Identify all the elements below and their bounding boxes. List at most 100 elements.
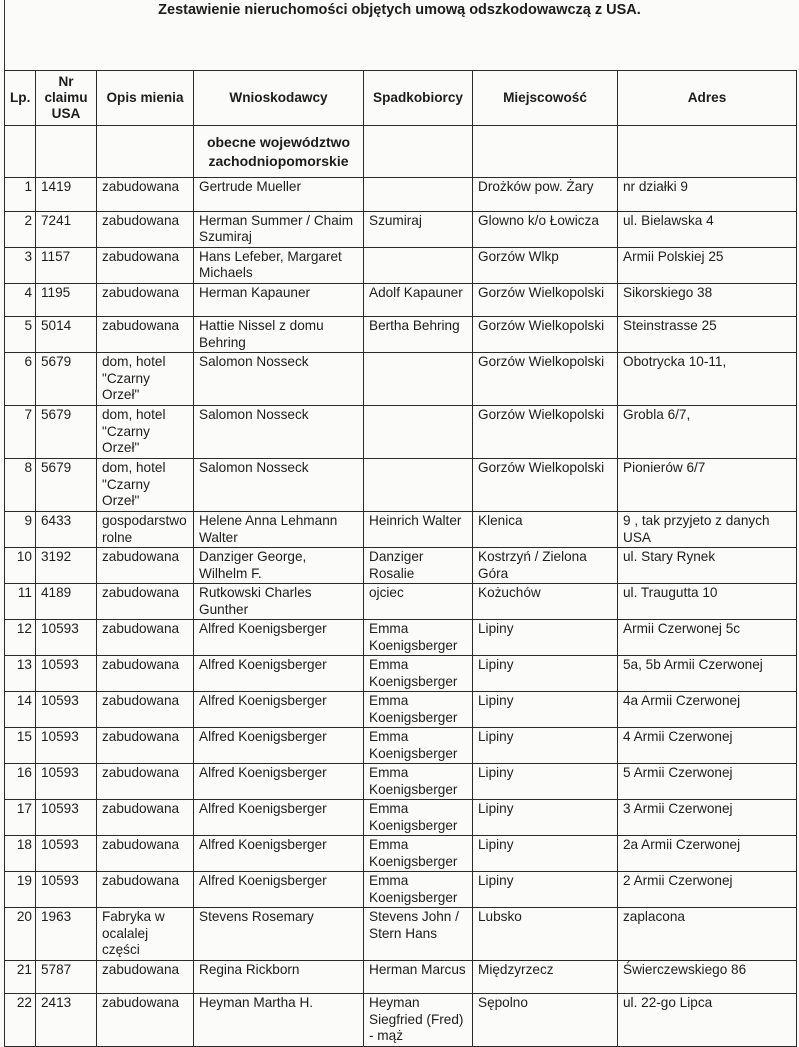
cell-locality: Lipiny xyxy=(472,763,618,800)
table-row: 20 1963 Fabryka w ocalalej części Stevens R… xyxy=(4,907,797,961)
table-row: 12 10593 zabudowana Alfred Koenigsberger Emm… xyxy=(4,619,797,656)
cell-row-number: 22 xyxy=(4,993,36,1047)
cell-locality: Drożków pow. Żary xyxy=(472,177,618,212)
table-row: 18 10593 zabudowana Alfred Koenigsberger Emm… xyxy=(4,835,797,872)
cell-property-description: zabudowana xyxy=(96,547,194,584)
cell-claim-number: 1419 xyxy=(35,177,97,212)
cell-claim-number: 10593 xyxy=(35,799,97,836)
cell-claim-number: 10593 xyxy=(35,835,97,872)
cell-row-number: 9 xyxy=(4,511,36,548)
header-locality: Miejscowość xyxy=(472,70,618,126)
cell-applicants: Alfred Koenigsberger xyxy=(193,655,364,692)
cell-property-description: zabudowana xyxy=(96,177,194,212)
cell-heirs: Szumiraj xyxy=(363,210,473,248)
cell-locality: Kostrzyń / Zielona Góra xyxy=(472,547,618,584)
cell-applicants: Alfred Koenigsberger xyxy=(193,871,364,908)
cell-claim-number: 2413 xyxy=(35,993,97,1047)
document-title: Zestawienie nieruchomości objętych umową… xyxy=(158,2,641,18)
cell-applicants: Alfred Koenigsberger xyxy=(193,763,364,800)
cell-applicants: Alfred Koenigsberger xyxy=(193,619,364,656)
cell-heirs xyxy=(363,246,473,284)
table-row: 22 2413 zabudowana Heyman Martha H. Heyman S… xyxy=(4,993,797,1047)
cell-applicants: Stevens Rosemary xyxy=(193,907,364,961)
cell-heirs xyxy=(363,352,473,406)
cell-row-number: 19 xyxy=(4,871,36,908)
cell-property-description: zabudowana xyxy=(96,282,194,317)
cell-locality: Lipiny xyxy=(472,691,618,728)
cell-locality: Klenica xyxy=(472,511,618,548)
header-heirs: Spadkobiorcy xyxy=(363,70,473,126)
cell-row-number: 10 xyxy=(4,547,36,584)
table-row: 11 4189 zabudowana Rutkowski Charles Gunthe… xyxy=(4,583,797,620)
cell-address: 4a Armii Czerwonej xyxy=(617,691,797,728)
cell-heirs xyxy=(363,458,473,512)
table-row: 19 10593 zabudowana Alfred Koenigsberger Emm… xyxy=(4,871,797,908)
cell-locality: Sępolno xyxy=(472,993,618,1047)
cell-address: nr działki 9 xyxy=(617,177,797,212)
cell-row-number: 5 xyxy=(4,316,36,353)
table-row: 1 1419 zabudowana Gertrude Mueller Drożków p… xyxy=(4,177,797,212)
cell-applicants: Salomon Nosseck xyxy=(193,458,364,512)
cell-row-number: 4 xyxy=(4,282,36,317)
cell-heirs xyxy=(363,177,473,212)
cell-heirs: Emma Koenigsberger xyxy=(363,655,473,692)
cell-locality: Lubsko xyxy=(472,907,618,961)
cell-property-description: zabudowana xyxy=(96,246,194,284)
header-lp: Lp. xyxy=(4,70,36,126)
cell-locality: Lipiny xyxy=(472,619,618,656)
cell-applicants: Hattie Nissel z domu Behring xyxy=(193,316,364,353)
property-table: Lp. Nr claimu USA Opis mienia Wnioskodaw… xyxy=(4,70,797,1047)
cell-locality: Gorzów Wlkp xyxy=(472,246,618,284)
cell-heirs: Danziger Rosalie xyxy=(363,547,473,584)
cell-claim-number: 7241 xyxy=(35,210,97,248)
cell-address: Sikorskiego 38 xyxy=(617,282,797,317)
cell-locality: Międzyrzecz xyxy=(472,959,618,994)
cell-heirs: Adolf Kapauner xyxy=(363,282,473,317)
cell-heirs: Herman Marcus xyxy=(363,959,473,994)
table-row: 10 3192 zabudowana Danziger George, Wilhelm… xyxy=(4,547,797,584)
cell-row-number: 17 xyxy=(4,799,36,836)
empty-cell xyxy=(617,125,797,178)
cell-claim-number: 1963 xyxy=(35,907,97,961)
cell-heirs: Emma Koenigsberger xyxy=(363,835,473,872)
cell-claim-number: 6433 xyxy=(35,511,97,548)
cell-address: 2 Armii Czerwonej xyxy=(617,871,797,908)
cell-address: Obotrycka 10-11, xyxy=(617,352,797,406)
cell-address: ul. 22-go Lipca xyxy=(617,993,797,1047)
table-row: 16 10593 zabudowana Alfred Koenigsberger Emm… xyxy=(4,763,797,800)
cell-applicants: Alfred Koenigsberger xyxy=(193,835,364,872)
cell-address: 9 , tak przyjeto z danych USA xyxy=(617,511,797,548)
table-row: 8 5679 dom, hotel "Czarny Orzeł" Salomon No… xyxy=(4,458,797,512)
cell-property-description: zabudowana xyxy=(96,993,194,1047)
table-row: 14 10593 zabudowana Alfred Koenigsberger Emm… xyxy=(4,691,797,728)
cell-address: Armii Polskiej 25 xyxy=(617,246,797,284)
cell-property-description: dom, hotel "Czarny Orzeł" xyxy=(96,458,194,512)
header-claim-number: Nr claimu USA xyxy=(35,70,97,126)
cell-claim-number: 10593 xyxy=(35,691,97,728)
cell-address: ul. Bielawska 4 xyxy=(617,210,797,248)
cell-address: Pionierów 6/7 xyxy=(617,458,797,512)
cell-row-number: 3 xyxy=(4,246,36,284)
cell-locality: Lipiny xyxy=(472,871,618,908)
cell-property-description: gospodarstwo rolne xyxy=(96,511,194,548)
cell-heirs: Emma Koenigsberger xyxy=(363,799,473,836)
cell-claim-number: 3192 xyxy=(35,547,97,584)
cell-address: Grobla 6/7, xyxy=(617,405,797,459)
cell-row-number: 15 xyxy=(4,727,36,764)
cell-row-number: 7 xyxy=(4,405,36,459)
cell-locality: Lipiny xyxy=(472,835,618,872)
table-row: 13 10593 zabudowana Alfred Koenigsberger Emm… xyxy=(4,655,797,692)
cell-claim-number: 5679 xyxy=(35,405,97,459)
cell-row-number: 18 xyxy=(4,835,36,872)
table-row: 15 10593 zabudowana Alfred Koenigsberger Emm… xyxy=(4,727,797,764)
cell-applicants: Salomon Nosseck xyxy=(193,352,364,406)
header-applicants: Wnioskodawcy xyxy=(193,70,364,126)
cell-property-description: zabudowana xyxy=(96,691,194,728)
cell-property-description: zabudowana xyxy=(96,316,194,353)
cell-applicants: Regina Rickborn xyxy=(193,959,364,994)
cell-row-number: 12 xyxy=(4,619,36,656)
cell-claim-number: 1195 xyxy=(35,282,97,317)
cell-property-description: Fabryka w ocalalej części xyxy=(96,907,194,961)
cell-address: zaplacona xyxy=(617,907,797,961)
cell-locality: Lipiny xyxy=(472,799,618,836)
